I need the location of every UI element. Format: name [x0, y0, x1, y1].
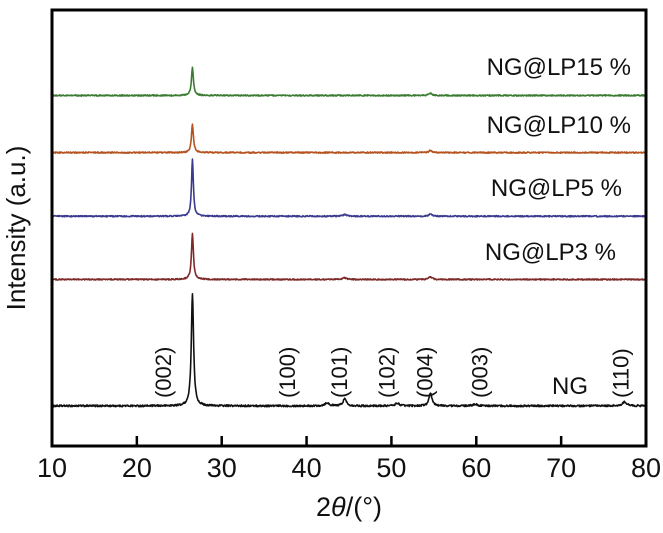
x-tick-label: 20	[122, 453, 152, 483]
x-tick-label: 60	[461, 453, 491, 483]
peak-label-102: (102)	[374, 347, 399, 398]
axis-layer: 10 20 30 40 50 60 70 80	[37, 436, 661, 483]
peak-label-100: (100)	[275, 347, 300, 398]
x-tick-label: 70	[546, 453, 576, 483]
x-tick-label: 40	[292, 453, 322, 483]
y-axis-label: Intensity (a.u.)	[1, 146, 31, 311]
peak-label-110: (110)	[609, 348, 634, 398]
x-axis-label-prefix: 2	[316, 492, 331, 522]
x-tick-label: 80	[631, 453, 661, 483]
series-label: NG@LP5 %	[491, 175, 622, 202]
x-tick-label: 30	[207, 453, 237, 483]
peak-label-003: (003)	[468, 347, 493, 398]
peak-label-101: (101)	[327, 347, 352, 398]
series-label: NG	[552, 373, 588, 400]
traces-layer	[51, 66, 647, 408]
x-axis-label-suffix: /(°)	[346, 492, 382, 522]
series-label: NG@LP15 %	[487, 54, 631, 81]
peak-label-004: (004)	[413, 347, 438, 398]
trace-nglp15	[51, 66, 647, 97]
trace-nglp3	[51, 232, 647, 281]
x-axis-label-theta: θ	[331, 492, 346, 522]
annotation-layer: (002) (100) (101) (102) (004) (003) (110) NG@LP…	[151, 54, 633, 400]
peak-label-002: (002)	[151, 347, 176, 398]
x-tick-label: 10	[37, 453, 67, 483]
trace-nglp10	[51, 123, 647, 154]
x-axis-label: 2θ/(°)	[316, 492, 382, 522]
plot-frame	[50, 8, 648, 448]
series-label: NG@LP3 %	[485, 239, 616, 266]
series-label: NG@LP10 %	[487, 112, 631, 139]
trace-ng	[51, 292, 647, 408]
x-tick-label: 50	[376, 453, 406, 483]
trace-nglp5	[51, 158, 647, 218]
